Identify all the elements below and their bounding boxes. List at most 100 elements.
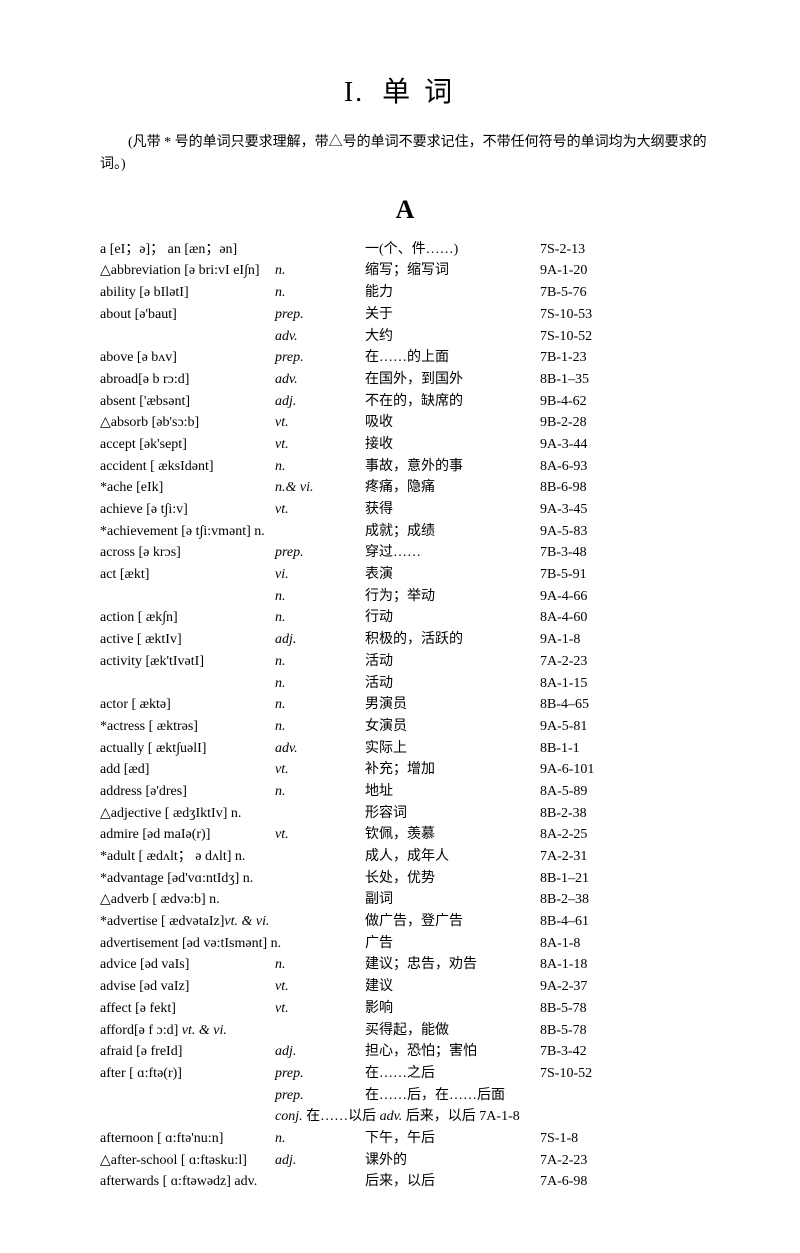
entries-list: a [eI；ə]； an [æn；ən]一(个、件……)7S-2-13△abbr… [100, 239, 710, 1193]
entry-ref: 8B-5-78 [540, 1020, 710, 1042]
entry-ref: 9B-2-28 [540, 412, 710, 434]
entry-ref: 8B-1–35 [540, 369, 710, 391]
entry-row: *actress [ æktrəs]n.女演员9A-5-81 [100, 716, 710, 738]
entry-ref: 9A-2-37 [540, 976, 710, 998]
entry-pos: vt. [275, 824, 365, 846]
entry-word: *ache [eIk] [100, 477, 275, 499]
entry-row: advice [əd vaIs]n.建议；忠告，劝告8A-1-18 [100, 954, 710, 976]
entry-word [100, 586, 275, 608]
entry-row: actually [ ækt∫uəlI]adv.实际上8B-1-1 [100, 738, 710, 760]
entry-word-pos: *achievement [ə t∫i:vmənt] n. [100, 521, 365, 543]
entry-def: 不在的，缺席的 [365, 391, 540, 413]
entry-row: after [ ɑ:ftə(r)]prep.在……之后7S-10-52 [100, 1063, 710, 1085]
entry-row: advise [əd vaIz]vt.建议9A-2-37 [100, 976, 710, 998]
entry-word-pos: *advantage [əd'vɑ:ntIdʒ] n. [100, 868, 365, 890]
entry-word: achieve [ə t∫i:v] [100, 499, 275, 521]
entry-ref: 8B-5-78 [540, 998, 710, 1020]
entry-word-pos: *advertise [ ædvətaIz]vt. & vi. [100, 911, 365, 933]
entry-pos: n. [275, 694, 365, 716]
entry-ref: 9A-5-81 [540, 716, 710, 738]
entry-word-pos: *adult [ ædʌlt； ə dʌlt] n. [100, 846, 365, 868]
entry-word: across [ə krɔs] [100, 542, 275, 564]
entry-row: active [ æktIv]adj.积极的，活跃的9A-1-8 [100, 629, 710, 651]
entry-pos: n. [275, 781, 365, 803]
entry-def: 后来，以后 [365, 1171, 540, 1193]
entry-word-pos: advertisement [əd və:tIsmənt] n. [100, 933, 365, 955]
entry-ref: 7S-2-13 [540, 239, 710, 261]
entry-row: achieve [ə t∫i:v]vt.获得9A-3-45 [100, 499, 710, 521]
entry-row: △adjective [ ædʒIktIv] n.形容词8B-2-38 [100, 803, 710, 825]
title-cn: 单词 [382, 77, 466, 108]
entry-ref: 8A-1-18 [540, 954, 710, 976]
entry-ref: 7B-3-48 [540, 542, 710, 564]
entry-def: 补充；增加 [365, 759, 540, 781]
entry-def: 活动 [365, 673, 540, 695]
entry-pos: n. [275, 1128, 365, 1150]
entry-word: add [æd] [100, 759, 275, 781]
entry-ref: 9A-3-44 [540, 434, 710, 456]
entry-word: affect [ə fekt] [100, 998, 275, 1020]
entry-def: 成就；成绩 [365, 521, 540, 543]
entry-def: 成人，成年人 [365, 846, 540, 868]
entry-ref: 7B-1-23 [540, 347, 710, 369]
entry-ref: 9A-5-83 [540, 521, 710, 543]
entry-pos: n. [275, 282, 365, 304]
entry-row: accept [ək'sept]vt.接收9A-3-44 [100, 434, 710, 456]
entry-row: *advantage [əd'vɑ:ntIdʒ] n.长处，优势8B-1–21 [100, 868, 710, 890]
entry-word: admire [əd maIə(r)] [100, 824, 275, 846]
entry-def: 形容词 [365, 803, 540, 825]
entry-pos: n. [275, 954, 365, 976]
entry-def: 事故，意外的事 [365, 456, 540, 478]
entry-row: △absorb [əb'sɔ:b]vt.吸收9B-2-28 [100, 412, 710, 434]
entry-row: △after-school [ ɑ:ftəsku:l]adj.课外的7A-2-2… [100, 1150, 710, 1172]
entry-word: address [ə'dres] [100, 781, 275, 803]
entry-row: admire [əd maIə(r)]vt.钦佩，羡慕8A-2-25 [100, 824, 710, 846]
entry-word-pos: afterwards [ ɑ:ftəwədz] adv. [100, 1171, 365, 1193]
entry-pos: vi. [275, 564, 365, 586]
entry-def: 建议；忠告，劝告 [365, 954, 540, 976]
entry-ref: 8A-4-60 [540, 607, 710, 629]
entry-row: *advertise [ ædvətaIz]vt. & vi.做广告，登广告8B… [100, 911, 710, 933]
entry-def: 影响 [365, 998, 540, 1020]
entry-ref: 7S-1-8 [540, 1128, 710, 1150]
entry-def: 女演员 [365, 716, 540, 738]
entry-ref: 7A-2-23 [540, 1150, 710, 1172]
entry-word [100, 1085, 275, 1107]
entry-pos: n. [275, 607, 365, 629]
entry-pos: n. [275, 260, 365, 282]
entry-def: 穿过…… [365, 542, 540, 564]
entry-def: 做广告，登广告 [365, 911, 540, 933]
entry-word: above [ə bʌv] [100, 347, 275, 369]
usage-note: (凡带 * 号的单词只要求理解，带△号的单词不要求记住，不带任何符号的单词均为大… [100, 132, 710, 177]
entry-def: 副词 [365, 889, 540, 911]
entry-ref: 7A-2-23 [540, 651, 710, 673]
entry-def: 接收 [365, 434, 540, 456]
entry-def: 男演员 [365, 694, 540, 716]
entry-row: action [ æk∫n]n.行动8A-4-60 [100, 607, 710, 629]
entry-ref: 8A-1-15 [540, 673, 710, 695]
entry-def: 缩写；缩写词 [365, 260, 540, 282]
entry-ref: 7S-10-53 [540, 304, 710, 326]
entry-word: abroad[ə b rɔ:d] [100, 369, 275, 391]
entry-pos: vt. [275, 412, 365, 434]
entry-row: ability [ə bIlətI]n.能力7B-5-76 [100, 282, 710, 304]
entry-def: 广告 [365, 933, 540, 955]
entry-pos: adv. [275, 738, 365, 760]
entry-ref: 9A-6-101 [540, 759, 710, 781]
entry-def: 积极的，活跃的 [365, 629, 540, 651]
entry-ref: 9A-1-8 [540, 629, 710, 651]
entry-pos: vt. [275, 759, 365, 781]
entry-word: actor [ æktə] [100, 694, 275, 716]
entry-row: accident [ æksIdənt]n.事故，意外的事8A-6-93 [100, 456, 710, 478]
entry-word: activity [æk'tIvətI] [100, 651, 275, 673]
entry-row: n.行为；举动9A-4-66 [100, 586, 710, 608]
entry-ref: 9A-4-66 [540, 586, 710, 608]
entry-row: add [æd]vt.补充；增加9A-6-101 [100, 759, 710, 781]
entry-def: 行动 [365, 607, 540, 629]
entry-row: above [ə bʌv]prep.在……的上面7B-1-23 [100, 347, 710, 369]
entry-row: adv.大约7S-10-52 [100, 326, 710, 348]
entry-def: 担心，恐怕；害怕 [365, 1041, 540, 1063]
entry-ref: 9B-4-62 [540, 391, 710, 413]
entry-def: 课外的 [365, 1150, 540, 1172]
entry-pos: adj. [275, 391, 365, 413]
